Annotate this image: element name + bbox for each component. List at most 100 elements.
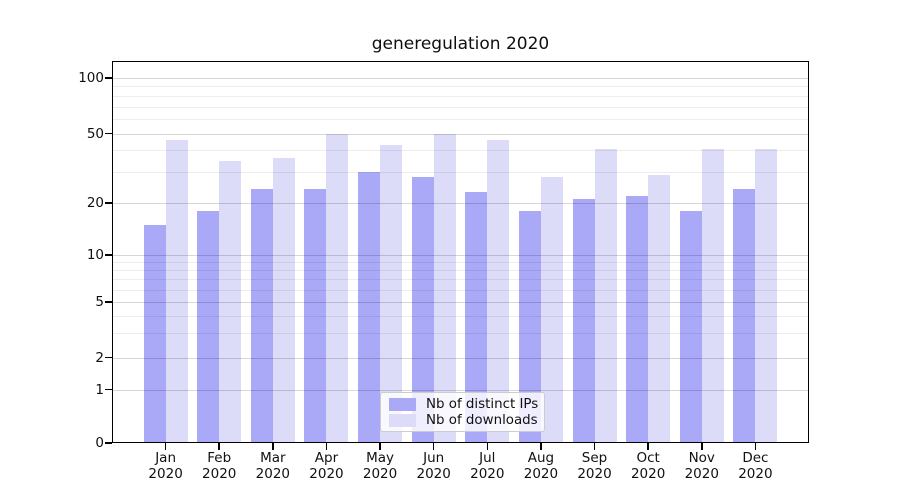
plot-area: Nb of distinct IPs Nb of downloads [112, 61, 809, 443]
x-tick-mark [325, 443, 328, 450]
x-tick-mark [754, 443, 757, 450]
x-tick-mark [486, 443, 489, 450]
x-tick-label-month: Jul [479, 450, 496, 466]
x-tick-mark [432, 443, 435, 450]
legend-row-distinct-ips: Nb of distinct IPs [389, 396, 539, 412]
x-tick-label: Jan 2020 [134, 450, 198, 482]
x-tick-label: Sep 2020 [563, 450, 627, 482]
bar-distinct-ips-feb [197, 210, 220, 443]
x-tick-label-year: 2020 [148, 466, 183, 482]
y-tick-mark [105, 132, 112, 135]
x-tick-mark [379, 443, 381, 450]
x-tick-mark [164, 443, 167, 450]
x-tick-label-year: 2020 [416, 466, 451, 482]
bar-downloads-mar [272, 158, 295, 443]
bar-downloads-sep [594, 148, 617, 443]
y-tick-mark [105, 442, 112, 444]
bar-downloads-dec [755, 148, 778, 443]
y-tick-mark [105, 77, 112, 79]
x-tick-label-month: Jun [423, 450, 445, 466]
chart-title: generegulation 2020 [371, 34, 550, 54]
x-tick-label: May 2020 [348, 450, 412, 482]
bar-distinct-ips-sep [572, 199, 595, 443]
y-tick-label: 0 [95, 435, 104, 451]
y-tick-label: 100 [78, 70, 104, 86]
x-tick-label-month: May [366, 450, 395, 466]
bar-distinct-ips-nov [679, 210, 702, 443]
x-tick-label-month: Dec [742, 450, 769, 466]
x-tick-label: Aug 2020 [509, 450, 573, 482]
x-tick-label-month: Feb [207, 450, 232, 466]
x-tick-label-month: Oct [636, 450, 660, 466]
x-tick-label: Nov 2020 [670, 450, 734, 482]
legend-swatch-distinct-ips-icon [389, 397, 416, 411]
x-tick-mark [701, 443, 703, 450]
bar-downloads-feb [219, 160, 242, 443]
x-tick-label-month: Nov [688, 450, 715, 466]
x-tick-label-year: 2020 [470, 466, 505, 482]
x-tick-label-year: 2020 [738, 466, 773, 482]
y-axis-tick-marks [105, 61, 112, 444]
y-tick-label: 1 [95, 381, 104, 398]
x-tick-label-month: Sep [581, 450, 608, 466]
y-tick-mark [105, 356, 112, 359]
x-tick-label-month: Aug [527, 450, 555, 466]
y-axis-tick-labels: 100 50 20 10 5 2 1 0 [50, 61, 104, 451]
x-tick-label-year: 2020 [202, 466, 237, 482]
x-tick-label-year: 2020 [577, 466, 612, 482]
x-tick-label-month: Jan [155, 450, 177, 466]
bar-downloads-jan [165, 139, 188, 443]
bar-downloads-nov [701, 148, 724, 443]
x-axis-tick-labels: Jan 2020 Feb 2020 Mar 2020 Apr 2020 May 2020 Jun 20… [112, 450, 809, 490]
legend: Nb of distinct IPs Nb of downloads [380, 392, 545, 432]
x-axis-tick-marks [112, 443, 809, 451]
x-tick-label-year: 2020 [523, 466, 559, 482]
legend-swatch-downloads-icon [389, 413, 416, 427]
x-tick-mark [593, 443, 596, 450]
x-tick-label-month: Mar [260, 450, 286, 466]
y-tick-label: 20 [86, 195, 104, 211]
x-tick-label: Oct 2020 [616, 450, 680, 482]
bar-distinct-ips-may [358, 172, 381, 443]
bar-downloads-aug [540, 177, 563, 443]
bar-distinct-ips-jun [411, 177, 434, 443]
x-tick-mark [272, 443, 274, 450]
y-tick-label: 2 [95, 349, 104, 366]
x-tick-label-year: 2020 [630, 466, 666, 482]
x-tick-label: Jul 2020 [455, 450, 519, 482]
x-tick-label-year: 2020 [309, 466, 344, 482]
y-tick-mark [105, 388, 112, 391]
x-tick-label-year: 2020 [362, 466, 398, 482]
bar-downloads-oct [648, 174, 671, 443]
bar-downloads-may [380, 144, 403, 443]
bar-distinct-ips-jul [465, 192, 488, 443]
x-tick-label: Jun 2020 [402, 450, 466, 482]
bar-distinct-ips-apr [304, 189, 327, 443]
x-tick-label: Mar 2020 [241, 450, 305, 482]
x-tick-label: Dec 2020 [723, 450, 787, 482]
x-tick-mark [218, 443, 220, 450]
x-tick-mark [540, 443, 542, 450]
bars-layer [112, 61, 809, 443]
y-tick-label: 10 [86, 247, 104, 263]
bar-distinct-ips-oct [626, 195, 649, 443]
bar-downloads-jul [487, 139, 510, 443]
legend-label-distinct-ips: Nb of distinct IPs [426, 396, 539, 412]
x-tick-label-month: Apr [314, 450, 339, 466]
x-tick-mark [647, 443, 649, 450]
bar-downloads-jun [433, 133, 456, 443]
legend-label-downloads: Nb of downloads [426, 412, 538, 428]
y-tick-label: 50 [86, 125, 104, 142]
bar-distinct-ips-dec [733, 189, 756, 443]
x-tick-label: Apr 2020 [294, 450, 358, 482]
x-tick-label-year: 2020 [684, 466, 719, 482]
x-tick-label-year: 2020 [255, 466, 291, 482]
bar-distinct-ips-jan [143, 224, 166, 443]
bar-distinct-ips-mar [250, 189, 273, 443]
bar-downloads-apr [326, 133, 349, 443]
y-tick-label: 5 [95, 294, 104, 310]
legend-row-downloads: Nb of downloads [389, 412, 538, 428]
y-tick-mark [105, 202, 112, 204]
x-tick-label: Feb 2020 [187, 450, 251, 482]
